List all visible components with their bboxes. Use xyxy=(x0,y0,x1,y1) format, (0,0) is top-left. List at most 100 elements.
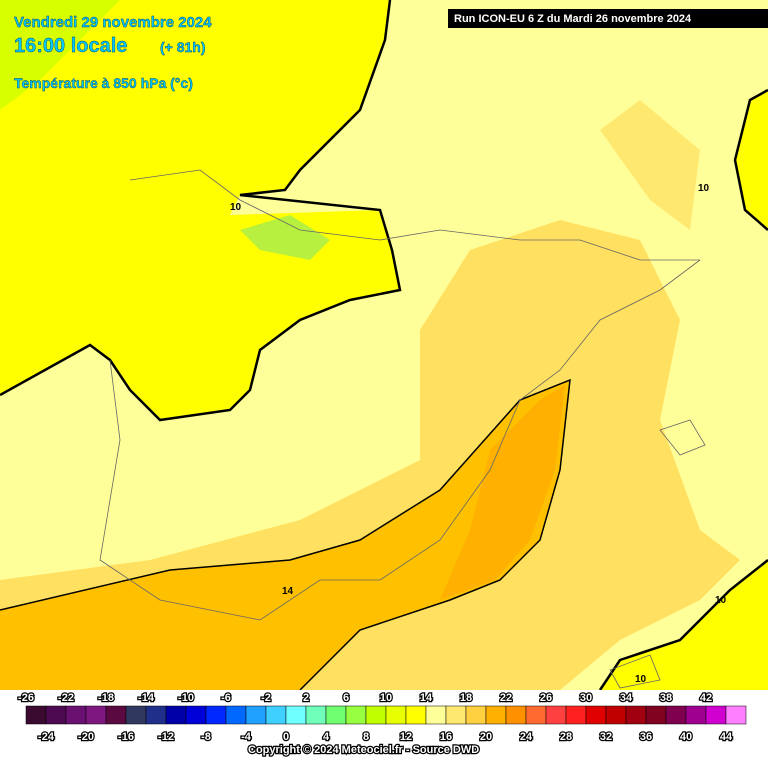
legend-tick-label: 12 xyxy=(400,731,412,743)
contour-label: 10 xyxy=(230,202,242,213)
legend-tick-label: 16 xyxy=(440,731,452,743)
legend-tick-label: -2 xyxy=(261,692,271,704)
contour-label: 10 xyxy=(715,595,727,606)
legend-tick-label: 24 xyxy=(520,731,533,743)
legend-swatch xyxy=(365,705,387,725)
contour-label: 10 xyxy=(635,674,647,685)
field-light-orange xyxy=(600,100,700,230)
legend-tick-label: 28 xyxy=(560,731,572,743)
legend-swatch xyxy=(225,705,247,725)
legend-swatch xyxy=(565,705,587,725)
field-bright xyxy=(0,0,400,420)
legend-tick-label: -18 xyxy=(98,692,114,704)
legend-swatch xyxy=(645,705,667,725)
parameter: Température à 850 hPa (°c) xyxy=(14,75,193,91)
legend-swatch xyxy=(685,705,707,725)
legend-tick-label: -12 xyxy=(158,731,174,743)
legend-swatch xyxy=(465,705,487,725)
legend-swatch xyxy=(605,705,627,725)
legend-tick-label: 32 xyxy=(600,731,612,743)
legend-swatch xyxy=(405,705,427,725)
legend-tick-label: -26 xyxy=(18,692,34,704)
legend-swatch xyxy=(325,705,347,725)
lead-time: (+ 81h) xyxy=(160,39,206,55)
legend-tick-label: 40 xyxy=(680,731,692,743)
contour xyxy=(598,559,768,691)
field-green-patch xyxy=(240,215,330,260)
coastline xyxy=(99,169,701,621)
legend-swatch xyxy=(245,705,267,725)
legend-swatch xyxy=(185,705,207,725)
legend-swatch xyxy=(345,705,367,725)
legend-swatch xyxy=(305,705,327,725)
contour-label: 10 xyxy=(698,183,710,194)
legend-swatch xyxy=(65,705,87,725)
date-line: Vendredi 29 novembre 2024 xyxy=(14,14,212,31)
legend-tick-label: 36 xyxy=(640,731,652,743)
legend-tick-label: -8 xyxy=(201,731,211,743)
field-bright xyxy=(600,560,768,690)
legend-tick-label: -20 xyxy=(78,731,94,743)
legend-swatch xyxy=(585,705,607,725)
legend-tick-label: 44 xyxy=(720,731,733,743)
run-box xyxy=(448,9,768,28)
legend-tick-label: -4 xyxy=(241,731,252,743)
legend-swatch xyxy=(705,705,727,725)
legend-swatch xyxy=(265,705,287,725)
contour-label: 14 xyxy=(282,586,294,597)
field-green xyxy=(0,0,120,110)
legend-tick-label: 20 xyxy=(480,731,492,743)
legend-tick-label: 42 xyxy=(700,692,712,704)
legend-swatch xyxy=(485,705,507,725)
island xyxy=(609,419,706,689)
legend-swatch xyxy=(525,705,547,725)
legend-tick-label: -22 xyxy=(58,692,74,704)
legend-swatch xyxy=(25,705,47,725)
legend-swatch xyxy=(625,705,647,725)
field-orange xyxy=(0,380,570,690)
legend-tick-label: -16 xyxy=(118,731,134,743)
legend-tick-label: 10 xyxy=(380,692,392,704)
legend-tick-label: 6 xyxy=(343,692,349,704)
legend-tick-label: 8 xyxy=(363,731,369,743)
legend-swatch xyxy=(445,705,467,725)
copyright: Copyright © 2024 Meteociel.fr - Source D… xyxy=(248,744,479,756)
legend-swatch xyxy=(505,705,527,725)
legend-swatch xyxy=(105,705,127,725)
legend-tick-label: 4 xyxy=(323,731,330,743)
legend-swatch xyxy=(45,705,67,725)
legend-bg xyxy=(0,690,768,768)
legend-tick-label: -14 xyxy=(138,692,155,704)
run-info: Run ICON-EU 6 Z du Mardi 26 novembre 202… xyxy=(454,13,692,25)
legend-tick-label: 26 xyxy=(540,692,552,704)
color-legend: -26-24-22-20-18-16-14-12-10-8-6-4-202468… xyxy=(17,691,747,744)
contour xyxy=(0,0,402,422)
contour xyxy=(0,378,571,691)
legend-swatch xyxy=(425,705,447,725)
legend-tick-label: 0 xyxy=(283,731,289,743)
legend-tick-label: 34 xyxy=(620,692,633,704)
field-orange-dark xyxy=(440,385,565,600)
time-line: 16:00 locale xyxy=(14,35,127,57)
legend-tick-label: 14 xyxy=(420,692,433,704)
legend-tick-label: 22 xyxy=(500,692,512,704)
legend-swatch xyxy=(125,705,147,725)
legend-tick-label: 18 xyxy=(460,692,472,704)
contour xyxy=(733,88,768,231)
legend-tick-label: 38 xyxy=(660,692,672,704)
legend-swatch xyxy=(145,705,167,725)
legend-swatch xyxy=(205,705,227,725)
legend-swatch xyxy=(85,705,107,725)
legend-swatch xyxy=(725,705,747,725)
legend-swatch xyxy=(385,705,407,725)
legend-tick-label: 30 xyxy=(580,692,592,704)
legend-tick-label: -6 xyxy=(221,692,231,704)
legend-tick-label: 2 xyxy=(303,692,309,704)
legend-swatch xyxy=(665,705,687,725)
legend-swatch xyxy=(545,705,567,725)
legend-swatch xyxy=(285,705,307,725)
legend-tick-label: -10 xyxy=(178,692,194,704)
legend-tick-label: -24 xyxy=(38,731,55,743)
